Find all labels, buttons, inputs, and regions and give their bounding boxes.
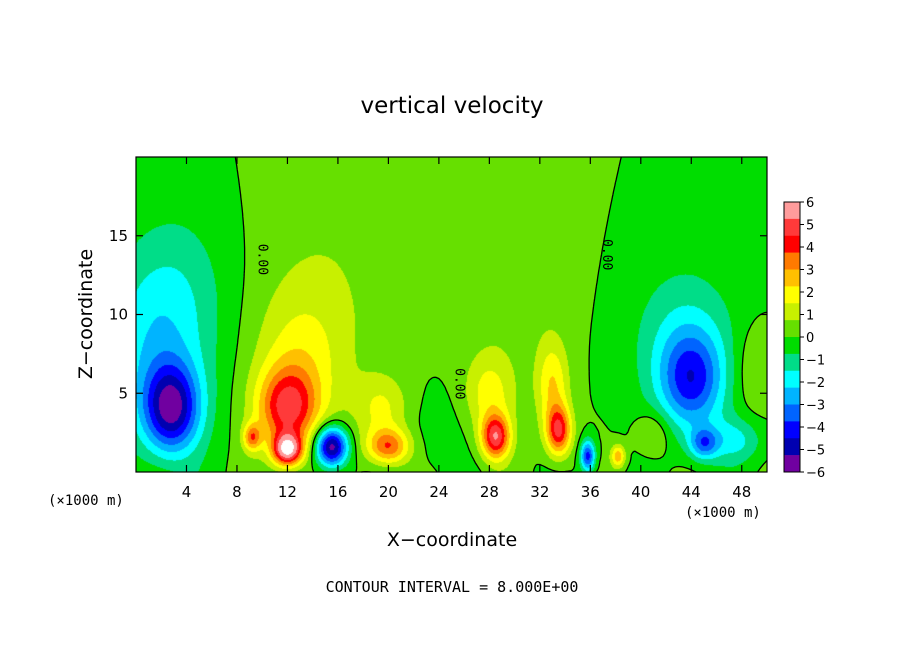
- x-tick-label: 28: [480, 483, 499, 501]
- x-tick-label: 36: [581, 483, 600, 501]
- colorbar-swatch: [784, 438, 800, 456]
- colorbar-swatch: [784, 235, 800, 253]
- contour-label-1: 0.00: [254, 244, 269, 275]
- colorbar-label: 1: [806, 309, 814, 324]
- colorbar-swatch: [784, 421, 800, 439]
- colorbar-label: −5: [806, 444, 825, 459]
- y-axis-label: Z−coordinate: [75, 249, 97, 379]
- x-tick-label: 48: [732, 483, 751, 501]
- x-unit-label-left: (×1000 m): [48, 493, 124, 509]
- y-tick-label: 5: [118, 384, 128, 402]
- zero-contour-lines: [225, 156, 768, 473]
- x-axis: 4 8 12 16 20 24 28 32 36 40 44 48: [182, 157, 751, 501]
- x-tick-label: 4: [182, 483, 192, 501]
- colorbar-swatch: [784, 286, 800, 304]
- y-tick-label: 15: [109, 227, 128, 245]
- x-axis-label: X−coordinate: [387, 529, 517, 551]
- colorbar-label: 4: [806, 241, 814, 256]
- x-tick-label: 40: [631, 483, 650, 501]
- colorbar-label: −2: [806, 376, 825, 391]
- colorbar-label: 6: [806, 196, 814, 211]
- plot-area: 0.00 0.00 0.00: [135, 156, 768, 473]
- colorbar-swatch: [784, 303, 800, 321]
- y-axis: 5 10 15: [109, 227, 767, 402]
- contour-label-3: 0.00: [599, 239, 614, 270]
- contour-labels: 0.00 0.00 0.00: [254, 239, 614, 399]
- x-unit-label-right: (×1000 m): [685, 505, 761, 521]
- colorbar-swatch: [784, 404, 800, 422]
- contour-interval-text: CONTOUR INTERVAL = 8.000E+00: [326, 578, 579, 596]
- colorbar-swatch: [784, 370, 800, 388]
- colorbar-label: 5: [806, 219, 814, 234]
- x-tick-label: 12: [278, 483, 297, 501]
- x-tick-label: 20: [379, 483, 398, 501]
- x-tick-label: 32: [530, 483, 549, 501]
- colorbar-swatch: [784, 387, 800, 405]
- colorbar-label: −6: [806, 466, 825, 481]
- x-tick-label: 8: [232, 483, 242, 501]
- colorbar-label: 3: [806, 264, 814, 279]
- colorbar-label: −3: [806, 399, 825, 414]
- zero-contour-path: [225, 156, 768, 473]
- colorbar-swatch: [784, 455, 800, 473]
- colorbar-swatch: [784, 269, 800, 287]
- x-tick-label: 16: [328, 483, 347, 501]
- colorbar-label: −4: [806, 421, 825, 436]
- colorbar-label: 2: [806, 286, 814, 301]
- colorbar-label: 0: [806, 331, 814, 346]
- chart-title: vertical velocity: [361, 93, 544, 119]
- colorbar-swatch: [784, 252, 800, 270]
- colorbar-swatch: [784, 202, 800, 220]
- colorbar-swatch: [784, 218, 800, 237]
- x-tick-label: 24: [429, 483, 448, 501]
- contour-label-2: 0.00: [451, 368, 466, 399]
- colorbar-label: −1: [806, 354, 825, 369]
- colorbar-swatch: [784, 320, 800, 338]
- x-tick-label: 44: [682, 483, 701, 501]
- colorbar: 6 5 4 3 2 1 0 −1 −2 −3 −4 −5 −6: [783, 196, 825, 481]
- y-tick-label: 10: [109, 306, 128, 324]
- colorbar-swatch: [784, 353, 800, 372]
- colorbar-swatch: [784, 337, 800, 355]
